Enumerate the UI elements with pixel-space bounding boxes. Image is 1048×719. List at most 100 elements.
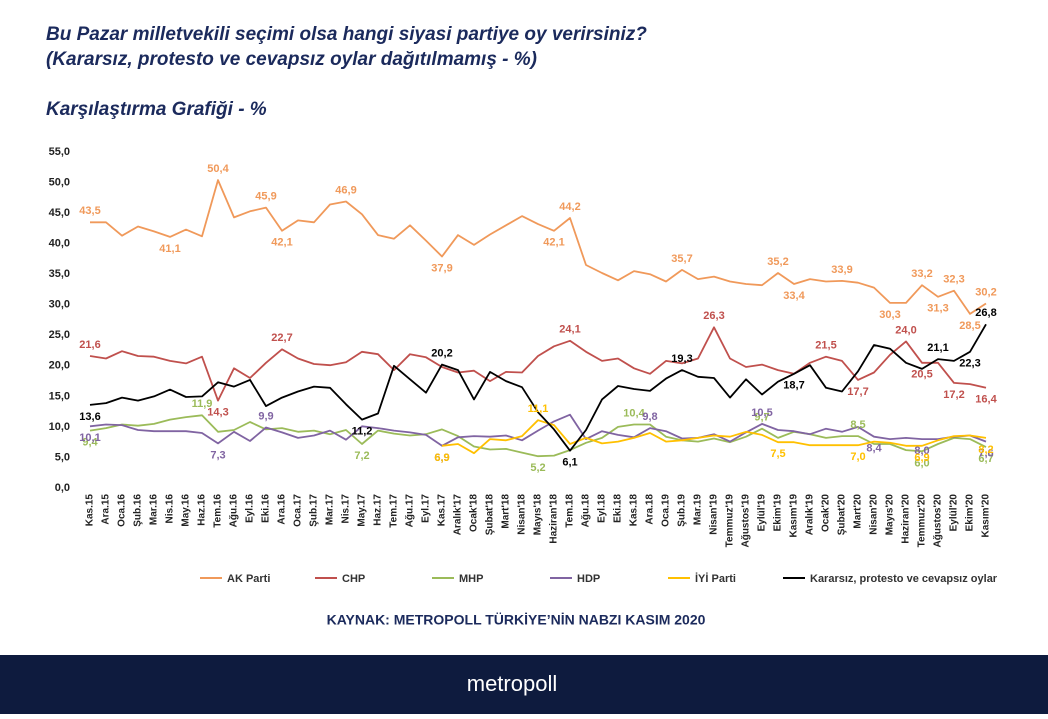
data-label: 18,7 — [783, 380, 804, 392]
data-label: 6,0 — [914, 457, 929, 469]
x-tick-label: Kasım'19 — [789, 494, 800, 538]
title: Bu Pazar milletvekili seçimi olsa hangi … — [46, 24, 647, 45]
data-label: 14,3 — [207, 407, 228, 419]
data-label: 24,1 — [559, 324, 580, 336]
data-label: 8,4 — [866, 443, 882, 455]
data-label: 9,9 — [258, 410, 273, 422]
data-label: 43,5 — [79, 205, 100, 217]
y-tick-label: 0,0 — [55, 482, 70, 494]
x-tick-label: Ocak'18 — [469, 494, 480, 532]
x-tick-label: Mart'20 — [853, 494, 864, 529]
data-label: 11,2 — [352, 425, 373, 437]
x-tick-label: Temmuz'20 — [917, 494, 928, 548]
data-label: 17,2 — [943, 389, 964, 401]
x-tick-label: Mar.17 — [325, 494, 336, 526]
x-tick-label: Haziran'18 — [549, 494, 560, 544]
x-tick-label: Şub.16 — [133, 494, 144, 527]
data-label: 22,3 — [959, 358, 980, 370]
data-label: 37,9 — [431, 262, 452, 274]
data-label: 8,0 — [914, 445, 929, 457]
x-tick-label: Ekim'19 — [773, 494, 784, 532]
data-label: 8,5 — [850, 419, 865, 431]
x-tick-label: Ağustos'19 — [741, 494, 752, 548]
data-label: 7,5 — [770, 448, 785, 460]
data-label: 30,2 — [975, 286, 996, 298]
data-label: 20,5 — [911, 369, 932, 381]
y-tick-label: 15,0 — [49, 390, 70, 402]
data-label: 44,2 — [559, 201, 580, 213]
data-label: 45,9 — [255, 190, 276, 202]
y-tick-label: 35,0 — [49, 268, 70, 280]
x-tick-label: Tem.16 — [213, 494, 224, 528]
x-tick-label: Temmuz'19 — [725, 494, 736, 548]
x-tick-label: Ara.16 — [277, 494, 288, 525]
data-label: 9,4 — [82, 436, 98, 448]
data-label: 30,3 — [879, 309, 900, 321]
x-tick-label: Şubat'20 — [837, 494, 848, 536]
x-tick-label: Eyl.16 — [245, 494, 256, 523]
x-tick-label: Mayıs'20 — [885, 494, 896, 536]
x-tick-label: Tem.17 — [389, 494, 400, 528]
x-tick-label: May.17 — [357, 494, 368, 527]
x-tick-label: Mart'18 — [501, 494, 512, 529]
data-label: 7,3 — [210, 449, 225, 461]
data-label: 7,0 — [850, 451, 865, 463]
legend-label: HDP — [577, 573, 600, 585]
data-label: 26,3 — [703, 310, 724, 322]
legend-label: İYİ Parti — [695, 572, 736, 585]
data-label: 7,6 — [978, 447, 993, 459]
x-tick-label: Eki.16 — [261, 494, 272, 523]
legend-label: CHP — [342, 573, 365, 585]
x-tick-label: Eki.18 — [613, 494, 624, 523]
data-label: 19,3 — [671, 353, 692, 365]
data-label: 42,1 — [271, 237, 292, 249]
data-label: 8,2 — [978, 444, 993, 456]
series-line — [89, 414, 987, 458]
x-tick-label: Oca.16 — [117, 494, 128, 527]
x-tick-label: Ekim'20 — [965, 494, 976, 532]
section-title: Karşılaştırma Grafiği - % — [46, 99, 267, 120]
x-tick-label: Ocak'20 — [821, 494, 832, 532]
data-label: 46,9 — [335, 184, 356, 196]
x-tick-label: Haziran'20 — [901, 494, 912, 544]
data-label: 33,9 — [831, 264, 852, 276]
x-tick-label: Nisan'20 — [869, 494, 880, 535]
data-label: 17,7 — [847, 386, 868, 398]
data-label: 9,7 — [754, 412, 769, 424]
x-tick-label: Şubat'18 — [485, 494, 496, 536]
x-tick-label: Mayıs'18 — [533, 494, 544, 536]
data-label: 33,2 — [911, 268, 932, 280]
data-label: 6,9 — [914, 452, 929, 464]
data-label: 24,0 — [895, 324, 916, 336]
data-label: 6,1 — [562, 457, 577, 469]
x-tick-label: Kas.15 — [85, 494, 96, 527]
x-tick-label: Aralık'17 — [453, 494, 464, 536]
data-label: 35,7 — [671, 253, 692, 265]
x-tick-label: Eyl.18 — [597, 494, 608, 523]
data-label: 33,4 — [783, 290, 805, 302]
brand: metropoll — [467, 671, 557, 696]
x-tick-label: Oca.19 — [661, 494, 672, 527]
x-tick-label: Nis.16 — [165, 494, 176, 524]
data-label: 41,1 — [159, 243, 180, 255]
y-tick-label: 40,0 — [49, 238, 70, 250]
x-tick-label: Ara.15 — [101, 494, 112, 525]
data-label: 6,9 — [434, 452, 449, 464]
data-label: 21,5 — [815, 340, 836, 352]
data-label: 7,2 — [354, 450, 369, 462]
data-label: 16,4 — [975, 394, 997, 406]
data-label: 10,1 — [79, 432, 100, 444]
y-tick-label: 5,0 — [55, 451, 70, 463]
x-tick-label: Eylül'20 — [949, 494, 960, 532]
data-label: 10,5 — [751, 407, 772, 419]
x-tick-label: Nisan'18 — [517, 494, 528, 535]
data-label: 20,2 — [431, 348, 452, 360]
x-tick-label: Ağustos'20 — [933, 494, 944, 548]
data-label: 9,8 — [642, 411, 657, 423]
x-tick-label: Ağu.16 — [229, 494, 240, 528]
y-tick-label: 10,0 — [49, 421, 70, 433]
x-tick-label: Haz.17 — [373, 494, 384, 526]
series-line — [89, 323, 987, 452]
legend-label: Kararsız, protesto ve cevapsız oylar — [810, 573, 998, 585]
